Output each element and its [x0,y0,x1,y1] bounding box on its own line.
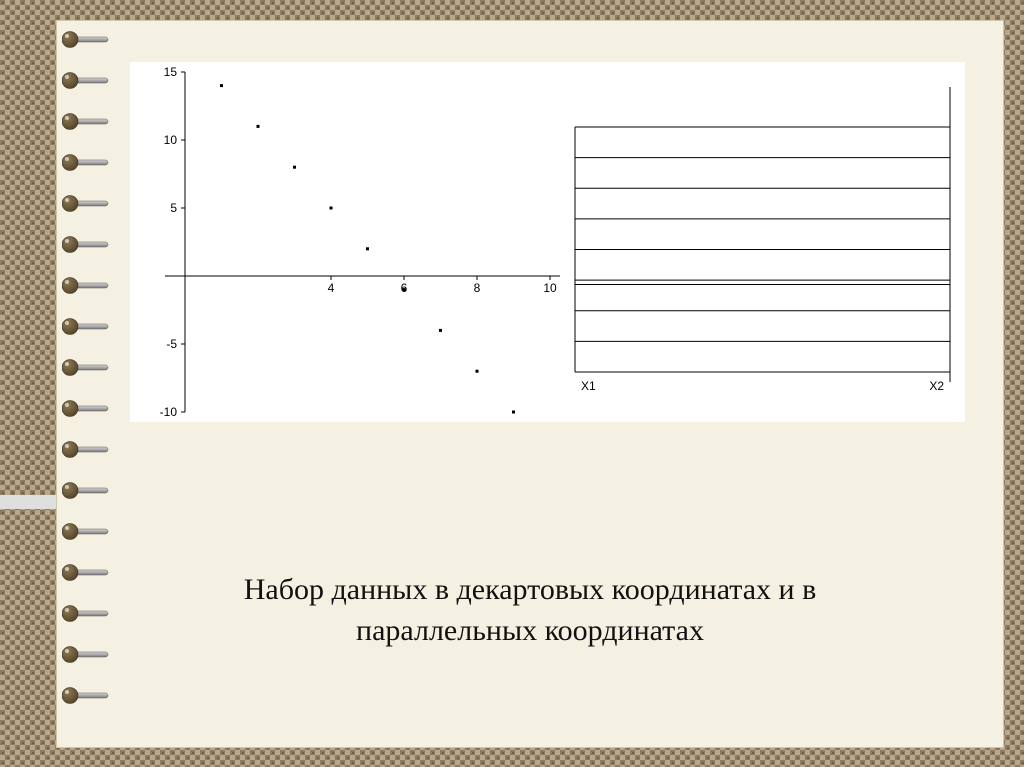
caption-line-2: параллельных координатах [356,614,704,647]
svg-text:-5: -5 [166,337,177,351]
svg-text:15: 15 [164,65,178,79]
svg-text:10: 10 [164,133,178,147]
svg-text:6: 6 [401,281,408,295]
svg-text:X1: X1 [581,379,596,393]
svg-text:8: 8 [474,281,481,295]
slide-frame: -10 -5 5 10 15 4 6 8 10 X1 X2 Набор данных в декар… [0,0,1024,767]
page-stub [0,495,60,509]
svg-text:10: 10 [543,281,557,295]
caption-line-1: Набор данных в декартовых координатах и … [244,573,817,606]
svg-text:-10: -10 [160,405,178,419]
svg-text:4: 4 [328,281,335,295]
chart-area: -10 -5 5 10 15 4 6 8 10 X1 X2 [130,62,965,422]
slide-caption: Набор данных в декартовых координатах и … [56,570,1004,651]
svg-text:5: 5 [170,201,177,215]
svg-text:X2: X2 [929,379,944,393]
charts-svg: -10 -5 5 10 15 4 6 8 10 X1 X2 [130,62,965,422]
